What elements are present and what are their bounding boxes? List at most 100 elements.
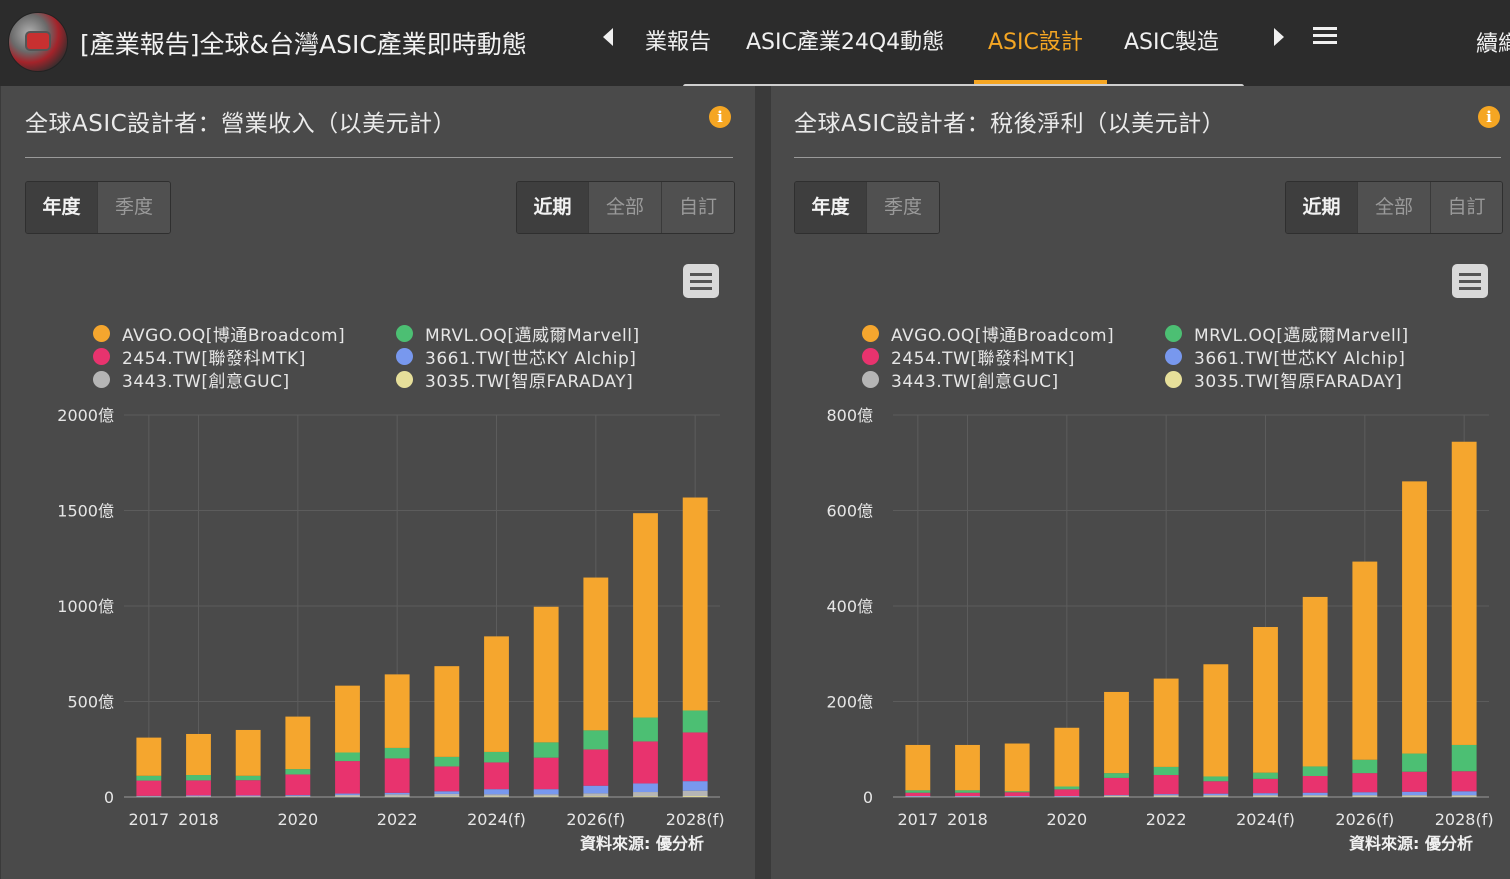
bar-segment (1352, 773, 1378, 793)
y-tick-label: 500億 (67, 693, 114, 712)
bar-segment (1402, 795, 1427, 797)
panel-title: 全球ASIC設計者：營業收入（以美元計） (25, 111, 457, 137)
bar-segment (1203, 664, 1229, 777)
info-icon[interactable]: i (709, 106, 731, 128)
bar-segment (633, 741, 658, 784)
bar-segment (384, 674, 410, 748)
app-logo-icon[interactable] (8, 12, 68, 72)
y-tick-label: 1500億 (57, 502, 114, 521)
legend-swatch (396, 370, 413, 388)
tab-asic-design[interactable]: ASIC設計 (988, 30, 1083, 55)
active-tab-indicator (974, 80, 1107, 84)
tab-scroll-right-icon[interactable] (1274, 28, 1284, 46)
data-source-label: 資料來源: 優分析 (580, 834, 704, 853)
bar-segment (1004, 791, 1030, 793)
bar-segment (1203, 781, 1229, 794)
legend-item-guc[interactable]: 3443.TW[創意GUC] (93, 368, 290, 392)
bar-segment (285, 716, 311, 770)
data-source-label: 資料來源: 優分析 (1349, 834, 1473, 853)
bar-segment (1352, 792, 1378, 796)
bar-segment (384, 758, 410, 793)
tab-scroll-left-icon[interactable] (603, 28, 613, 46)
legend-item-mtk[interactable]: 2454.TW[聯發科MTK] (862, 345, 1075, 369)
bar-segment (384, 792, 410, 795)
recent-button[interactable]: 近期 (1286, 182, 1358, 233)
bar-segment (434, 766, 460, 792)
bar-segment (1253, 793, 1278, 796)
annual-button[interactable]: 年度 (795, 182, 867, 233)
legend-item-alchip[interactable]: 3661.TW[世芯KY Alchip] (1165, 345, 1405, 369)
legend-item-guc[interactable]: 3443.TW[創意GUC] (862, 368, 1059, 392)
legend-item-avgo[interactable]: AVGO.OQ[博通Broadcom] (862, 322, 1114, 346)
bar-segment (1054, 727, 1080, 787)
quarterly-button[interactable]: 季度 (98, 182, 170, 233)
x-tick-label: 2028(f) (1435, 810, 1494, 829)
all-button[interactable]: 全部 (589, 182, 662, 233)
bar-segment (1104, 773, 1129, 778)
bar-segment (434, 756, 460, 767)
frequency-toggle: 年度 季度 (794, 181, 940, 234)
title-divider (794, 157, 1501, 158)
bar-segment (1352, 795, 1378, 797)
tab-asic-manufacturing[interactable]: ASIC製造 (1124, 30, 1219, 55)
bar-segment (1451, 791, 1477, 796)
recent-button[interactable]: 近期 (517, 182, 589, 233)
x-tick-label: 2024(f) (1236, 810, 1295, 829)
bar-segment (682, 732, 708, 782)
bar-segment (583, 796, 609, 797)
all-button[interactable]: 全部 (1358, 182, 1431, 233)
bar-segment (235, 780, 261, 796)
custom-button[interactable]: 自訂 (662, 182, 734, 233)
legend-item-mrvl[interactable]: MRVL.OQ[邁威爾Marvell] (396, 322, 640, 346)
bar-segment (1352, 759, 1378, 774)
legend-item-alchip[interactable]: 3661.TW[世芯KY Alchip] (396, 345, 636, 369)
tab-asic-24q4[interactable]: ASIC產業24Q4動態 (746, 30, 945, 55)
bar-segment (1402, 771, 1427, 792)
range-toggle: 近期 全部 自訂 (1285, 181, 1503, 234)
bar-segment (235, 729, 261, 776)
bar-segment (186, 796, 211, 797)
bar-segment (1153, 766, 1179, 776)
tab-overflow[interactable]: 續織 (1476, 32, 1510, 57)
bar-segment (1153, 678, 1179, 767)
bar-segment (186, 780, 211, 796)
legend-item-avgo[interactable]: AVGO.OQ[博通Broadcom] (93, 322, 345, 346)
y-tick-label: 1000億 (57, 597, 114, 616)
bar-segment (633, 783, 658, 793)
bar-segment (583, 785, 609, 794)
annual-button[interactable]: 年度 (26, 182, 98, 233)
bar-segment (235, 795, 261, 797)
x-tick-label: 2022 (1146, 810, 1187, 829)
tab-industry-report[interactable]: 業報告 (645, 30, 712, 55)
bar-segment (484, 796, 509, 797)
chart-export-menu-icon[interactable] (683, 264, 719, 298)
hamburger-menu-icon[interactable] (1313, 27, 1337, 45)
bar-segment (1253, 627, 1278, 773)
bar-segment (583, 793, 609, 797)
info-icon[interactable]: i (1478, 106, 1500, 128)
legend-item-mrvl[interactable]: MRVL.OQ[邁威爾Marvell] (1165, 322, 1409, 346)
x-tick-label: 2026(f) (566, 810, 625, 829)
y-tick-label: 600億 (826, 502, 873, 521)
y-tick-label: 800億 (826, 406, 873, 425)
bar-segment (1302, 792, 1328, 796)
legend-item-faraday[interactable]: 3035.TW[智原FARADAY] (1165, 368, 1402, 392)
bar-segment (235, 775, 261, 781)
bar-segment (136, 796, 162, 797)
bar-segment (434, 793, 460, 797)
chart-export-menu-icon[interactable] (1452, 264, 1488, 298)
custom-button[interactable]: 自訂 (1431, 182, 1502, 233)
bar-segment (1451, 744, 1477, 772)
legend-item-mtk[interactable]: 2454.TW[聯發科MTK] (93, 345, 306, 369)
legend-item-faraday[interactable]: 3035.TW[智原FARADAY] (396, 368, 633, 392)
bar-segment (285, 795, 311, 796)
y-tick-label: 0 (104, 788, 114, 807)
top-navbar: [產業報告]全球&台灣ASIC產業即時動態 業報告 ASIC產業24Q4動態 A… (0, 0, 1510, 89)
bar-segment (1302, 795, 1328, 797)
bar-segment (682, 781, 708, 791)
quarterly-button[interactable]: 季度 (867, 182, 939, 233)
bar-segment (285, 774, 311, 796)
bar-segment (335, 685, 360, 753)
bar-segment (1402, 753, 1427, 772)
x-tick-label: 2020 (1046, 810, 1087, 829)
